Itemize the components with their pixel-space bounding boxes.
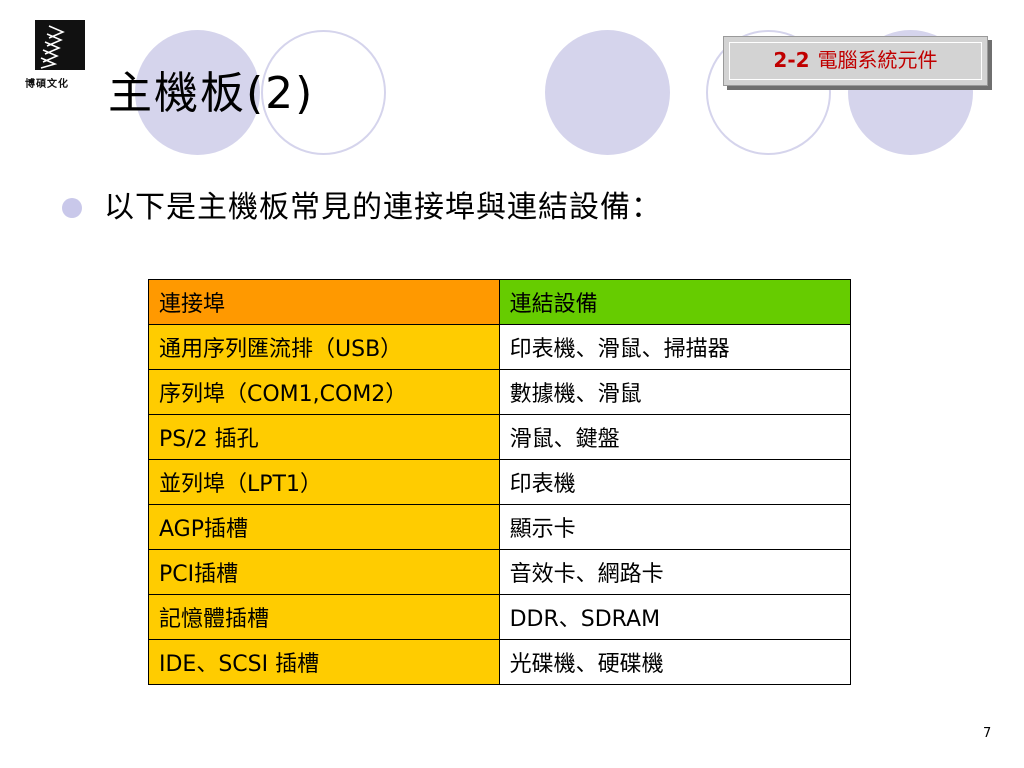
column-header-device: 連結設備 <box>498 279 852 325</box>
device-cell: 音效卡、網路卡 <box>498 549 852 595</box>
page-title: 主機板(2) <box>108 68 315 119</box>
table-row: 並列埠（LPT1） 印表機 <box>148 459 852 505</box>
table-row: 記憶體插槽 DDR、SDRAM <box>148 594 852 640</box>
table-row: 序列埠（COM1,COM2） 數據機、滑鼠 <box>148 369 852 415</box>
publisher-logo: 博碩文化 <box>25 18 87 90</box>
table-row: IDE、SCSI 插槽 光碟機、硬碟機 <box>148 639 852 685</box>
section-number: 2-2 <box>773 48 810 72</box>
port-cell: PCI插槽 <box>148 549 500 595</box>
section-badge-frame <box>729 42 982 80</box>
port-cell: IDE、SCSI 插槽 <box>148 639 500 685</box>
column-header-port: 連接埠 <box>148 279 500 325</box>
section-badge: 2-2 電腦系統元件 <box>723 36 988 86</box>
logo-mark-icon <box>35 20 85 70</box>
table-row: 通用序列匯流排（USB） 印表機、滑鼠、掃描器 <box>148 324 852 370</box>
table-row: PS/2 插孔 滑鼠、鍵盤 <box>148 414 852 460</box>
device-cell: 印表機 <box>498 459 852 505</box>
device-cell: 滑鼠、鍵盤 <box>498 414 852 460</box>
port-cell: 序列埠（COM1,COM2） <box>148 369 500 415</box>
port-cell: 並列埠（LPT1） <box>148 459 500 505</box>
port-cell: 通用序列匯流排（USB） <box>148 324 500 370</box>
section-badge-text: 2-2 電腦系統元件 <box>724 44 987 73</box>
section-label: 電腦系統元件 <box>817 48 938 72</box>
decor-circle-2 <box>261 30 386 155</box>
table-row: AGP插槽 顯示卡 <box>148 504 852 550</box>
device-cell: 光碟機、硬碟機 <box>498 639 852 685</box>
port-cell: 記憶體插槽 <box>148 594 500 640</box>
page-number: 7 <box>983 726 992 741</box>
ports-table: 連接埠 連結設備 通用序列匯流排（USB） 印表機、滑鼠、掃描器 序列埠（COM… <box>148 279 852 685</box>
device-cell: 印表機、滑鼠、掃描器 <box>498 324 852 370</box>
table-row: PCI插槽 音效卡、網路卡 <box>148 549 852 595</box>
logo-text: 博碩文化 <box>25 79 69 90</box>
bullet-dot-icon <box>62 198 82 218</box>
device-cell: DDR、SDRAM <box>498 594 852 640</box>
bullet-text: 以下是主機板常見的連接埠與連結設備： <box>104 190 662 225</box>
table-header-row: 連接埠 連結設備 <box>148 279 852 325</box>
device-cell: 數據機、滑鼠 <box>498 369 852 415</box>
decor-circle-3 <box>545 30 670 155</box>
device-cell: 顯示卡 <box>498 504 852 550</box>
port-cell: PS/2 插孔 <box>148 414 500 460</box>
decor-circle-1 <box>135 30 260 155</box>
port-cell: AGP插槽 <box>148 504 500 550</box>
decor-circle-4 <box>706 30 831 155</box>
